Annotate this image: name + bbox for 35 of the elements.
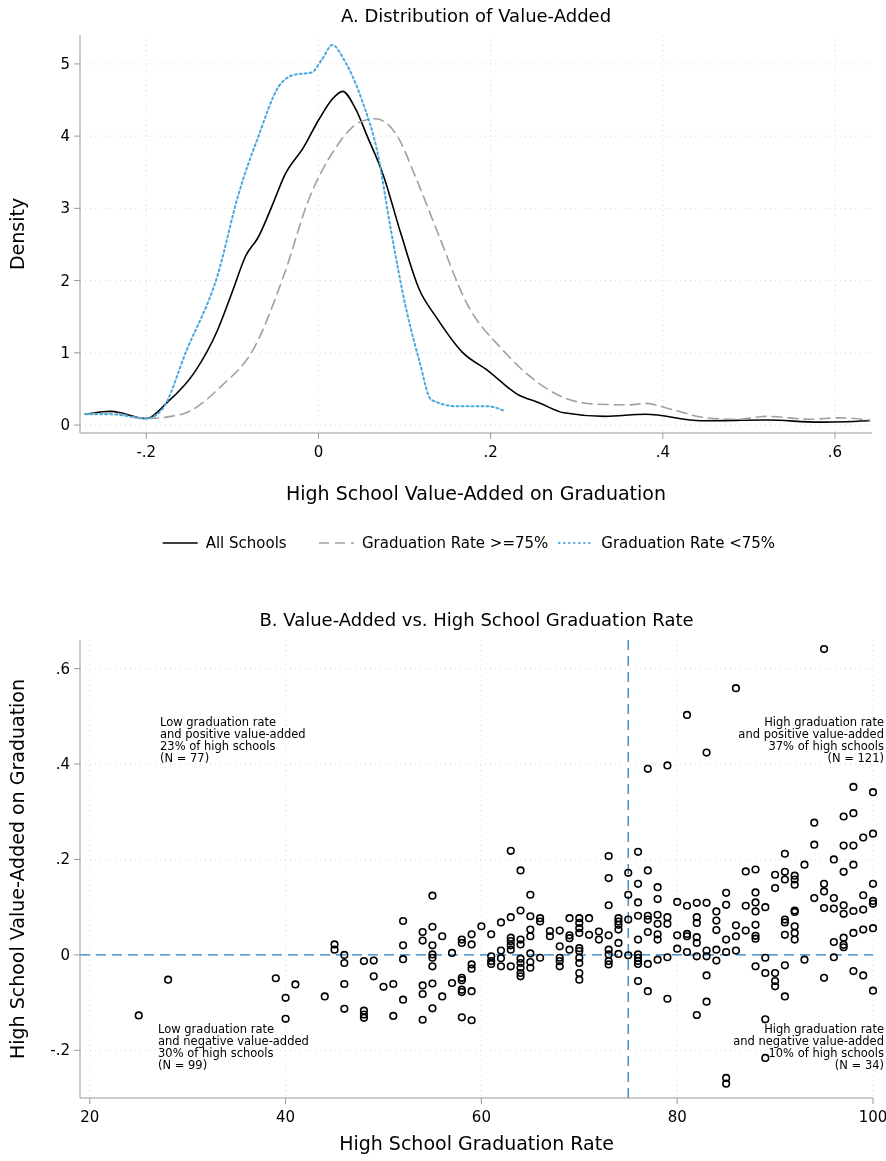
- x-tick-label: 40: [276, 1108, 296, 1126]
- annotation: Low graduation rate and positive value-added 23% of high schools (N = 77): [160, 715, 306, 765]
- y-tick-label: 0: [60, 945, 70, 964]
- x-axis-title: High School Graduation Rate: [339, 1132, 614, 1154]
- legend-label: All Schools: [205, 534, 287, 552]
- y-tick-label: .6: [55, 659, 70, 678]
- y-tick-label: 5: [60, 54, 70, 73]
- x-tick-label: .2: [483, 443, 498, 461]
- legend-label: Graduation Rate <75%: [601, 534, 776, 552]
- chart-title: A. Distribution of Value-Added: [340, 5, 612, 26]
- y-tick-label: 3: [60, 199, 70, 218]
- x-tick-label: 20: [80, 1108, 100, 1126]
- x-axis-title: High School Value-Added on Graduation: [285, 482, 667, 504]
- y-tick-label: 2: [60, 271, 70, 290]
- annotation: Low graduation rate and negative value-added 30% of high schools (N = 99): [158, 1022, 309, 1072]
- line-series: [84, 44, 507, 420]
- x-tick-label: 0: [313, 443, 324, 461]
- x-tick-label: 80: [667, 1108, 687, 1126]
- y-tick-label: 4: [60, 127, 70, 146]
- y-tick-label: 0: [60, 416, 70, 435]
- x-tick-label: .6: [827, 443, 843, 461]
- legend-label: Graduation Rate >=75%: [362, 534, 549, 552]
- y-axis-title: High School Value-Added on Graduation: [6, 678, 28, 1060]
- annotation: High graduation rate and positive value-added 37% of high schools (N = 121): [738, 715, 885, 765]
- y-tick-label: -.2: [50, 1041, 70, 1060]
- y-axis-title: Density: [6, 197, 28, 271]
- annotation: High graduation rate and negative value-added 10% of high schools (N = 34): [733, 1022, 885, 1072]
- y-tick-label: .2: [55, 850, 70, 869]
- x-tick-label: .4: [655, 443, 670, 461]
- x-tick-label: -.2: [136, 443, 157, 461]
- x-tick-label: 100: [858, 1108, 886, 1126]
- y-tick-label: 1: [60, 343, 70, 362]
- y-tick-label: .4: [55, 755, 70, 774]
- chart-title: B. Value-Added vs. High School Graduation Rate: [259, 609, 694, 630]
- x-tick-label: 60: [471, 1108, 491, 1126]
